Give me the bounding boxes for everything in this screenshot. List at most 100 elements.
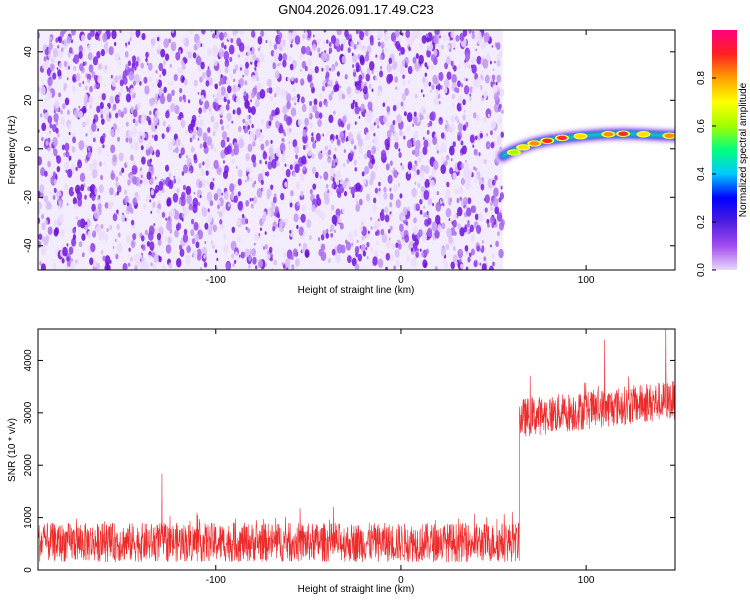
noise-blob xyxy=(369,178,374,186)
noise-blob xyxy=(197,137,200,141)
noise-blob xyxy=(309,122,313,129)
noise-blob xyxy=(496,42,501,51)
noise-blob xyxy=(240,251,245,259)
noise-blob xyxy=(377,41,381,47)
noise-blob xyxy=(151,122,157,133)
noise-blob xyxy=(336,30,342,36)
noise-blob xyxy=(335,134,339,140)
noise-blob xyxy=(249,248,253,255)
noise-blob xyxy=(128,137,133,144)
noise-blob xyxy=(309,82,314,89)
noise-blob xyxy=(406,256,410,263)
noise-blob xyxy=(59,195,62,199)
signal-peak xyxy=(575,133,586,139)
noise-blob xyxy=(437,42,441,50)
noise-blob xyxy=(480,244,483,249)
noise-blob xyxy=(41,213,45,220)
noise-blob xyxy=(78,51,83,60)
noise-blob xyxy=(84,194,88,200)
noise-blob xyxy=(400,101,404,107)
noise-blob xyxy=(215,249,218,254)
noise-blob xyxy=(435,89,440,97)
noise-blob xyxy=(72,188,75,193)
noise-blob xyxy=(380,66,383,70)
noise-blob xyxy=(78,45,83,53)
noise-blob xyxy=(74,109,80,119)
noise-blob xyxy=(144,114,148,120)
noise-blob xyxy=(132,80,136,86)
noise-blob xyxy=(138,171,144,181)
noise-blob xyxy=(331,248,336,256)
noise-blob xyxy=(369,123,375,132)
noise-blob xyxy=(292,86,296,92)
noise-blob xyxy=(356,39,363,50)
noise-blob xyxy=(334,61,338,67)
noise-blob xyxy=(441,198,443,202)
noise-blob xyxy=(242,118,246,124)
noise-blob xyxy=(429,145,432,149)
noise-blob xyxy=(124,189,128,195)
noise-blob xyxy=(456,197,460,204)
noise-blob xyxy=(162,120,166,127)
noise-blob xyxy=(125,63,129,70)
noise-blob xyxy=(318,112,323,119)
noise-blob xyxy=(139,262,145,270)
noise-blob xyxy=(282,105,288,115)
noise-blob xyxy=(99,101,104,110)
noise-blob xyxy=(72,76,76,82)
noise-blob xyxy=(394,76,399,83)
noise-blob xyxy=(287,116,293,125)
figure-title: GN04.2026.091.17.49.C23 xyxy=(278,2,433,17)
noise-blob xyxy=(319,175,322,180)
noise-blob xyxy=(389,187,392,192)
noise-blob xyxy=(58,213,64,224)
noise-blob xyxy=(363,46,368,54)
noise-blob xyxy=(325,228,329,234)
noise-blob xyxy=(324,195,330,205)
noise-blob xyxy=(317,47,321,53)
noise-blob xyxy=(317,118,322,128)
noise-blob xyxy=(218,81,222,86)
snr-x-axis: -100 0 100 xyxy=(206,329,595,586)
noise-blob xyxy=(312,142,316,149)
noise-blob xyxy=(371,145,377,155)
noise-blob xyxy=(264,172,267,176)
noise-blob xyxy=(281,154,287,163)
noise-blob xyxy=(452,102,455,107)
noise-blob xyxy=(273,212,277,217)
noise-blob xyxy=(173,175,176,179)
noise-blob xyxy=(175,51,181,61)
noise-blob xyxy=(371,155,374,159)
noise-blob xyxy=(179,87,183,94)
noise-blob xyxy=(402,206,408,216)
noise-blob xyxy=(70,260,75,269)
noise-blob xyxy=(475,48,478,52)
noise-blob xyxy=(287,32,293,42)
noise-blob xyxy=(245,200,250,207)
noise-blob xyxy=(223,45,227,50)
noise-blob xyxy=(284,181,288,188)
noise-blob xyxy=(210,240,213,244)
noise-blob xyxy=(364,82,367,87)
noise-blob xyxy=(370,171,376,181)
noise-blob xyxy=(292,139,298,148)
noise-blob xyxy=(166,93,172,103)
noise-blob xyxy=(115,112,119,119)
noise-blob xyxy=(492,261,495,267)
noise-blob xyxy=(389,254,394,262)
noise-blob xyxy=(178,96,183,103)
noise-blob xyxy=(174,229,179,238)
noise-blob xyxy=(440,85,443,90)
noise-blob xyxy=(457,135,461,142)
noise-blob xyxy=(230,38,234,44)
noise-blob xyxy=(296,201,300,207)
noise-blob xyxy=(276,160,280,167)
noise-blob xyxy=(377,125,380,129)
noise-blob xyxy=(110,128,115,137)
noise-blob xyxy=(476,224,482,234)
noise-blob xyxy=(68,246,74,255)
noise-blob xyxy=(159,95,166,105)
noise-blob xyxy=(444,180,447,184)
noise-blob xyxy=(341,93,346,100)
noise-blob xyxy=(465,47,468,52)
